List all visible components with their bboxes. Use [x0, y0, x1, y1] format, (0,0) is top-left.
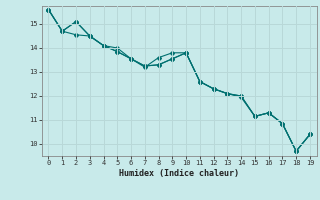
X-axis label: Humidex (Indice chaleur): Humidex (Indice chaleur) [119, 169, 239, 178]
